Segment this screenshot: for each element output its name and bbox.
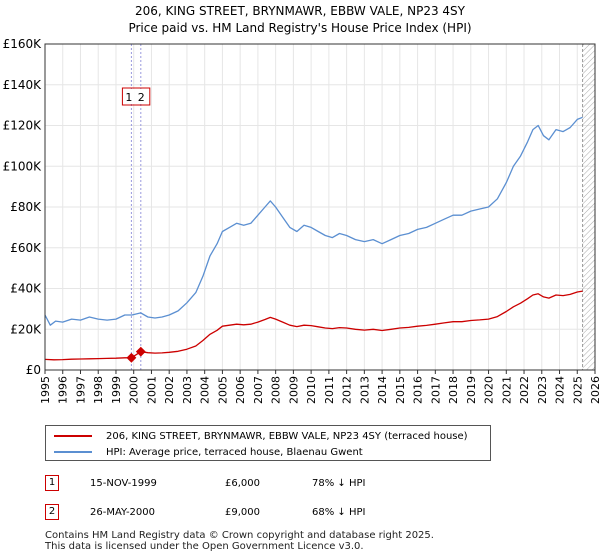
x-tick-label: 2025 [571, 376, 584, 404]
footer-copyright: Contains HM Land Registry data © Crown c… [45, 530, 434, 541]
x-tick-label: 2002 [163, 376, 176, 404]
y-tick-label: £120K [3, 119, 43, 133]
x-tick-label: 2004 [199, 376, 212, 404]
x-tick-label: 1995 [39, 376, 52, 404]
future-hatch-region [582, 44, 595, 370]
x-tick-label: 2026 [589, 376, 600, 404]
hpi-series-line [44, 116, 583, 326]
x-tick-label: 1999 [110, 376, 123, 404]
x-tick-label: 2023 [536, 376, 549, 404]
x-tick-label: 2016 [412, 376, 425, 404]
x-tick-label: 2013 [358, 376, 371, 404]
price-series-line [44, 290, 583, 361]
footer: Contains HM Land Registry data © Crown c… [45, 530, 434, 552]
x-tick-label: 2006 [234, 376, 247, 404]
transaction-date: 26-MAY-2000 [90, 507, 156, 518]
x-tick-label: 2018 [447, 376, 460, 404]
annotation-box-bg [135, 89, 147, 104]
x-tick-label: 2010 [305, 376, 318, 404]
annotation-box-outline [121, 87, 151, 106]
y-tick-label: £20K [10, 322, 42, 336]
x-tick-label: 2024 [554, 376, 567, 404]
x-tick-label: 2000 [128, 376, 141, 404]
transaction-row: 2 26-MAY-2000 £9,000 68% ↓ HPI [45, 503, 465, 523]
legend-price-swatch [54, 435, 92, 437]
legend-price-label: 206, KING STREET, BRYNMAWR, EBBW VALE, N… [106, 430, 468, 442]
x-tick-label: 2012 [341, 376, 354, 404]
y-tick-label: £0 [26, 363, 41, 377]
transaction-hpi-diff: 78% ↓ HPI [312, 478, 366, 489]
x-tick-label: 1996 [57, 376, 70, 404]
x-tick-label: 2015 [394, 376, 407, 404]
x-tick-label: 2003 [181, 376, 194, 404]
y-tick-label: £80K [10, 200, 42, 214]
transaction-row: 1 15-NOV-1999 £6,000 78% ↓ HPI [45, 474, 465, 494]
x-tick-label: 2011 [323, 376, 336, 404]
x-tick-label: 2021 [500, 376, 513, 404]
footer-licence: This data is licensed under the Open Gov… [45, 541, 364, 552]
transaction-price: £9,000 [225, 507, 260, 518]
x-tick-label: 2014 [376, 376, 389, 404]
legend: 206, KING STREET, BRYNMAWR, EBBW VALE, N… [45, 425, 491, 461]
x-tick-label: 2017 [429, 376, 442, 404]
y-tick-label: £140K [3, 78, 43, 92]
transaction-number-badge: 1 [45, 475, 59, 491]
legend-hpi-label: HPI: Average price, terraced house, Blae… [106, 446, 363, 458]
y-tick-label: £60K [10, 241, 42, 255]
y-tick-label: £160K [3, 37, 43, 51]
legend-item-price: 206, KING STREET, BRYNMAWR, EBBW VALE, N… [54, 429, 468, 443]
x-tick-label: 2007 [252, 376, 265, 404]
annotation-label: 2 [138, 91, 145, 104]
chart-subtitle: Price paid vs. HM Land Registry's House … [128, 21, 472, 35]
y-tick-label: £100K [3, 159, 43, 173]
sale-marker [135, 346, 146, 357]
x-tick-label: 1997 [74, 376, 87, 404]
legend-item-hpi: HPI: Average price, terraced house, Blae… [54, 445, 363, 459]
annotation-label: 1 [125, 91, 132, 104]
transaction-price: £6,000 [225, 478, 260, 489]
x-tick-label: 2005 [216, 376, 229, 404]
transaction-number-badge: 2 [45, 504, 59, 520]
chart-title: 206, KING STREET, BRYNMAWR, EBBW VALE, N… [134, 4, 465, 18]
annotation-box-bg [123, 89, 135, 104]
y-tick-label: £40K [10, 282, 42, 296]
transaction-hpi-diff: 68% ↓ HPI [312, 507, 366, 518]
x-tick-label: 2022 [518, 376, 531, 404]
x-tick-label: 1998 [92, 376, 105, 404]
legend-hpi-swatch [54, 451, 92, 453]
x-tick-label: 2019 [465, 376, 478, 404]
x-tick-label: 2009 [287, 376, 300, 404]
plot-frame [44, 43, 596, 371]
sale-marker [126, 352, 137, 363]
transaction-date: 15-NOV-1999 [90, 478, 157, 489]
x-tick-label: 2008 [270, 376, 283, 404]
x-tick-label: 2020 [483, 376, 496, 404]
x-tick-label: 2001 [145, 376, 158, 404]
